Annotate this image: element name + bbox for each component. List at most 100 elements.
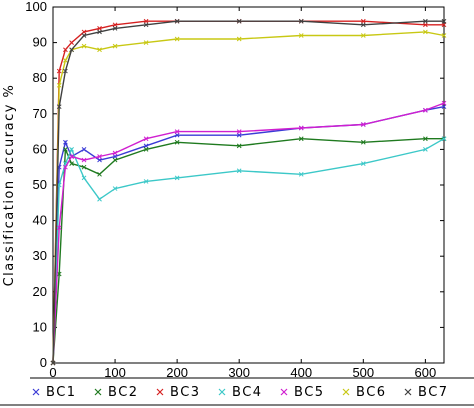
data-point — [56, 225, 62, 231]
y-tick-label: 90 — [33, 35, 47, 50]
series-line — [52, 102, 445, 364]
data-point — [69, 147, 74, 152]
legend-marker — [94, 388, 102, 396]
data-point — [298, 33, 304, 38]
data-point — [423, 29, 428, 35]
legend-item-bc3: BC3 — [156, 385, 201, 400]
data-point — [360, 161, 366, 166]
x-tick-label: 600 — [415, 365, 437, 380]
data-point — [174, 132, 180, 138]
data-point — [441, 18, 447, 24]
data-point — [236, 168, 242, 174]
data-point — [56, 271, 62, 277]
data-point — [423, 147, 428, 152]
data-point — [112, 43, 118, 49]
y-tick-label: 10 — [33, 319, 47, 334]
legend-label: BC1 — [46, 385, 77, 400]
y-axis-title: Classification accuracy % — [2, 84, 17, 287]
data-point — [441, 136, 447, 142]
data-point — [423, 22, 428, 28]
data-point — [143, 22, 149, 28]
x-tick-label: 400 — [290, 365, 312, 380]
data-point — [423, 18, 428, 24]
data-point — [112, 157, 118, 163]
data-point — [174, 129, 180, 134]
data-point — [56, 82, 62, 88]
series-line — [52, 20, 444, 364]
x-tick-label: 500 — [352, 365, 374, 380]
data-point — [69, 47, 74, 53]
legend-label: BC7 — [418, 385, 449, 400]
data-point — [441, 104, 447, 110]
legend-label: BC6 — [356, 385, 387, 400]
data-point — [97, 26, 102, 31]
data-point — [97, 154, 102, 159]
legend-marker — [342, 388, 350, 396]
x-tick-label: 200 — [166, 365, 188, 380]
legend-item-bc6: BC6 — [342, 385, 387, 400]
data-point — [63, 164, 68, 170]
data-point — [81, 175, 87, 181]
data-point — [63, 139, 68, 145]
y-tick-label: 100 — [25, 0, 47, 14]
data-point — [97, 171, 102, 177]
data-point — [423, 107, 428, 113]
data-point — [360, 22, 366, 28]
data-point — [69, 161, 74, 166]
data-point — [298, 125, 304, 131]
data-point — [143, 147, 149, 152]
data-point — [174, 18, 180, 24]
legend-marker — [404, 388, 412, 396]
legend-label: BC2 — [108, 385, 139, 400]
data-point — [143, 18, 149, 24]
legend-item-bc1: BC1 — [32, 385, 77, 400]
y-tick-label: 50 — [33, 177, 47, 192]
series-line — [52, 138, 445, 364]
data-point — [97, 196, 102, 202]
data-point — [63, 58, 68, 63]
legend-item-bc7: BC7 — [404, 385, 449, 400]
plot-area — [52, 6, 445, 364]
data-point — [63, 68, 68, 74]
data-point — [63, 47, 68, 53]
data-point — [81, 164, 87, 170]
data-point — [174, 139, 180, 145]
y-tick-label: 60 — [33, 141, 47, 156]
data-point — [97, 29, 102, 35]
y-tick-label: 70 — [33, 106, 47, 121]
data-point — [81, 33, 87, 38]
series-line — [52, 31, 445, 364]
y-tick-label: 80 — [33, 70, 47, 85]
x-tick-label: 100 — [104, 365, 126, 380]
x-tick-label: 300 — [228, 365, 250, 380]
series-bc7 — [50, 18, 447, 366]
legend-label: BC3 — [170, 385, 201, 400]
y-axis-ticks: 0 10 20 30 40 50 60 70 80 90 100 — [25, 0, 444, 370]
legend-marker — [156, 388, 164, 396]
data-point — [81, 43, 87, 49]
data-point — [69, 40, 74, 45]
data-point — [423, 136, 428, 142]
series-bc4 — [50, 136, 447, 366]
data-point — [143, 179, 149, 184]
data-point — [81, 157, 87, 163]
legend-marker — [280, 388, 288, 396]
data-point — [112, 150, 118, 156]
legend-item-bc4: BC4 — [218, 385, 263, 400]
data-point — [112, 22, 118, 28]
y-tick-label: 40 — [33, 213, 47, 228]
data-point — [63, 147, 68, 152]
data-point — [441, 22, 447, 28]
data-point — [81, 147, 87, 152]
data-point — [298, 171, 304, 177]
y-tick-label: 20 — [33, 284, 47, 299]
y-tick-label: 30 — [33, 248, 47, 263]
legend-marker — [218, 388, 226, 396]
legend-label: BC5 — [294, 385, 325, 400]
data-point — [112, 186, 118, 191]
data-point — [441, 100, 447, 106]
legend: BC1 BC2 BC3 BC4 BC5 BC6 BC7 — [32, 385, 449, 400]
legend-label: BC4 — [232, 385, 263, 400]
data-point — [174, 175, 180, 181]
